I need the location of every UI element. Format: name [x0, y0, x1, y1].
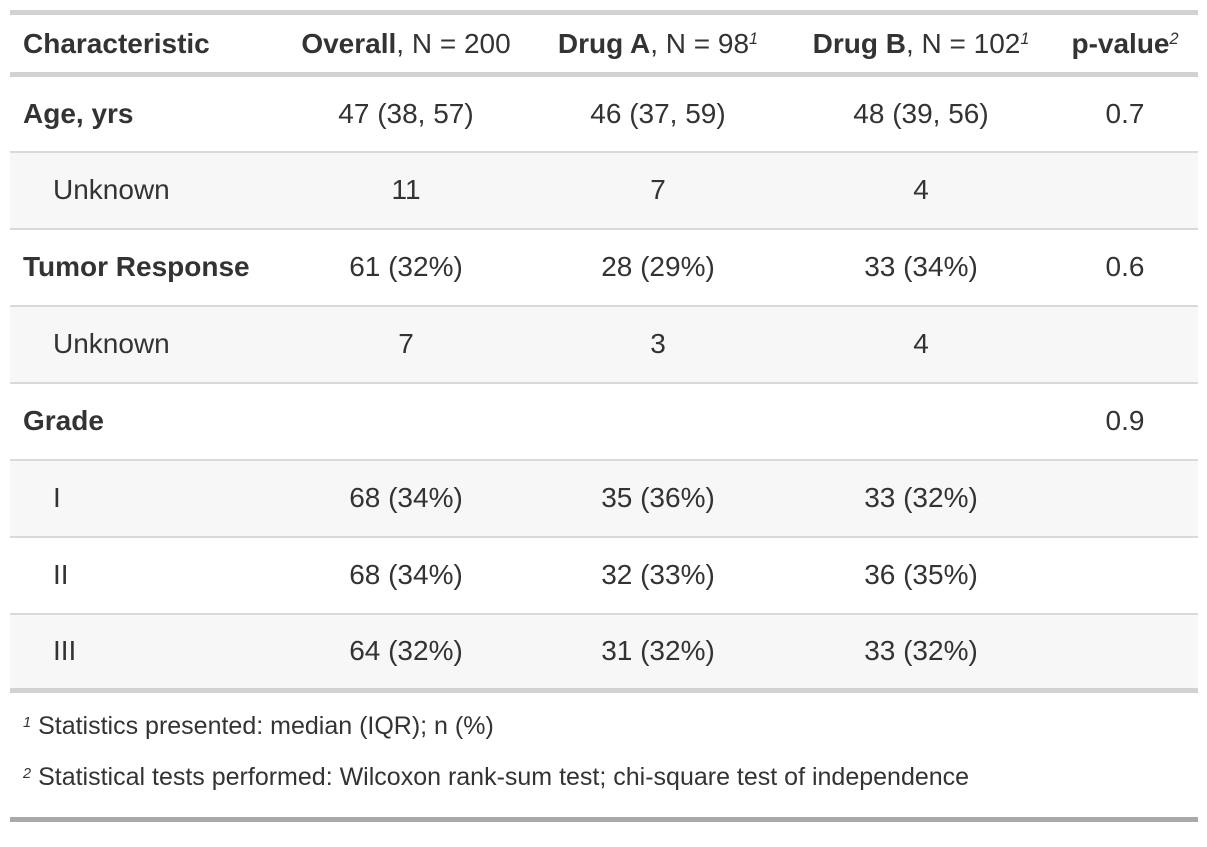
row-label-cell: Age, yrs: [23, 97, 134, 129]
row-label-cell: Tumor Response: [10, 227, 286, 306]
drug-a-value-cell: 7: [526, 150, 790, 229]
overall-value-cell: 68 (34%): [286, 458, 526, 537]
drug-b-value-cell: 33 (32%): [790, 458, 1052, 537]
p-value-cell: 0.9: [1052, 381, 1198, 460]
footnote-mark-icon: 1: [1020, 29, 1030, 48]
p-value-cell: [1052, 458, 1198, 537]
footnote-1-text: Statistics presented: median (IQR); n (%…: [38, 712, 494, 740]
header-drug-a-label: Drug A: [557, 27, 651, 59]
p-value-cell: [1052, 612, 1198, 691]
drug-a-value-cell: [526, 381, 790, 460]
drug-a-value-cell: 32 (33%): [526, 535, 790, 614]
table-header: Characteristic Overall, N = 200 Drug A, …: [10, 12, 1198, 77]
p-value-cell: 0.7: [1105, 97, 1145, 129]
overall-value-cell: 68 (34%): [286, 535, 526, 614]
header-characteristic-label: Characteristic: [23, 27, 210, 59]
drug-a-value-cell: 3: [526, 304, 790, 383]
drug-b-value-cell: 33 (34%): [790, 227, 1052, 306]
drug-b-value-cell: 4: [790, 304, 1052, 383]
p-value-cell: [1052, 150, 1198, 229]
footnote-1: 1 Statistics presented: median (IQR); n (…: [23, 701, 1184, 752]
overall-value-cell: [286, 381, 526, 460]
drug-a-value-cell: 46 (37, 59): [590, 97, 726, 129]
table-row-tumor-response: Tumor Response 61 (32%) 28 (29%) 33 (34%…: [10, 227, 1198, 306]
header-overall: Overall, N = 200: [286, 12, 526, 77]
header-p-value: p-value2: [1052, 12, 1198, 77]
overall-value-cell: 7: [286, 304, 526, 383]
p-value-cell: 0.6: [1052, 227, 1198, 306]
table-row-tumor-unknown: Unknown 7 3 4: [10, 304, 1198, 383]
footnote-mark-icon: 1: [23, 715, 32, 732]
overall-value-cell: 61 (32%): [286, 227, 526, 306]
footnote-mark-icon: 2: [23, 766, 32, 783]
overall-value-cell: 64 (32%): [286, 612, 526, 691]
p-value-cell: [1052, 535, 1198, 614]
drug-b-value-cell: 48 (39, 56): [853, 97, 989, 129]
table-row-grade-2: II 68 (34%) 32 (33%) 36 (35%): [10, 535, 1198, 614]
row-label-cell: Grade: [10, 381, 286, 460]
overall-value-cell: 11: [286, 150, 526, 229]
table-row-grade-1: I 68 (34%) 35 (36%) 33 (32%): [10, 458, 1198, 537]
header-overall-label: Overall: [301, 27, 397, 59]
footnote-2-text: Statistical tests performed: Wilcoxon ra…: [38, 763, 970, 791]
footnote-row: 1 Statistics presented: median (IQR); n (…: [10, 688, 1198, 820]
drug-a-value-cell: 31 (32%): [526, 612, 790, 691]
drug-b-value-cell: [790, 381, 1052, 460]
footnote-2: 2 Statistical tests performed: Wilcoxon r…: [23, 752, 1184, 803]
row-label-cell: Unknown: [10, 304, 286, 383]
table-footnotes: 1 Statistics presented: median (IQR); n (…: [10, 688, 1198, 820]
header-drug-b-n: , N = 102: [905, 27, 1021, 59]
row-label-cell: I: [10, 458, 286, 537]
row-label-cell: Unknown: [10, 150, 286, 229]
footnote-mark-icon: 2: [1169, 29, 1179, 48]
header-drug-a-n: , N = 98: [650, 27, 750, 59]
header-drug-b: Drug B, N = 1021: [790, 12, 1052, 77]
drug-b-value-cell: 33 (32%): [790, 612, 1052, 691]
overall-value-cell: 47 (38, 57): [338, 97, 474, 129]
footnote-mark-icon: 1: [749, 29, 759, 48]
header-characteristic: Characteristic: [10, 12, 286, 77]
table-row-age: Age, yrs 47 (38, 57) 46 (37, 59) 48 (39,…: [10, 75, 1198, 152]
header-overall-n: , N = 200: [396, 27, 511, 59]
summary-table-container: Characteristic Overall, N = 200 Drug A, …: [10, 10, 1198, 822]
row-label-cell: III: [10, 612, 286, 691]
header-p-value-label: p-value: [1071, 27, 1170, 59]
footnote-cell: 1 Statistics presented: median (IQR); n (…: [10, 688, 1198, 820]
header-drug-a: Drug A, N = 981: [526, 12, 790, 77]
p-value-cell: [1052, 304, 1198, 383]
drug-a-value-cell: 28 (29%): [526, 227, 790, 306]
table-row-grade: Grade 0.9: [10, 381, 1198, 460]
table-row-grade-3: III 64 (32%) 31 (32%) 33 (32%): [10, 612, 1198, 691]
drug-a-value-cell: 35 (36%): [526, 458, 790, 537]
header-row: Characteristic Overall, N = 200 Drug A, …: [10, 12, 1198, 77]
table-row-age-unknown: Unknown 11 7 4: [10, 150, 1198, 229]
drug-b-value-cell: 36 (35%): [790, 535, 1052, 614]
row-label-cell: II: [10, 535, 286, 614]
drug-b-value-cell: 4: [790, 150, 1052, 229]
summary-table: Characteristic Overall, N = 200 Drug A, …: [10, 10, 1198, 822]
header-drug-b-label: Drug B: [812, 27, 906, 59]
table-body: Age, yrs 47 (38, 57) 46 (37, 59) 48 (39,…: [10, 75, 1198, 691]
